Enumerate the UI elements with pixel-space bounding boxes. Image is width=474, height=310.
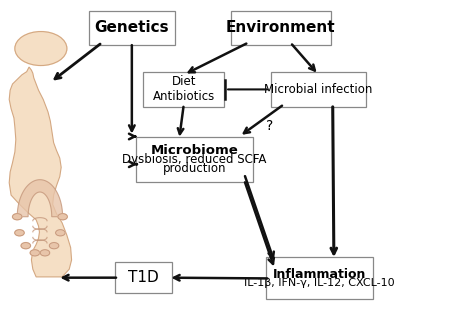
Text: Microbiome: Microbiome: [151, 144, 238, 157]
Text: Dysbiosis, reduced SCFA: Dysbiosis, reduced SCFA: [122, 153, 267, 166]
Text: T1D: T1D: [128, 270, 159, 285]
Text: Inflammation: Inflammation: [273, 268, 366, 281]
FancyBboxPatch shape: [266, 258, 373, 299]
Text: ?: ?: [266, 119, 273, 133]
Text: production: production: [163, 162, 226, 175]
FancyBboxPatch shape: [271, 72, 366, 107]
Circle shape: [15, 230, 24, 236]
FancyBboxPatch shape: [137, 137, 253, 182]
FancyBboxPatch shape: [89, 11, 174, 45]
Text: Environment: Environment: [226, 20, 336, 35]
Circle shape: [55, 230, 65, 236]
FancyBboxPatch shape: [115, 262, 172, 293]
FancyBboxPatch shape: [231, 11, 330, 45]
Polygon shape: [17, 180, 63, 217]
Text: Genetics: Genetics: [94, 20, 169, 35]
Text: IL-1β, IFN-γ, IL-12, CXCL-10: IL-1β, IFN-γ, IL-12, CXCL-10: [245, 278, 395, 288]
Text: Microbial infection: Microbial infection: [264, 83, 373, 96]
Circle shape: [15, 32, 67, 65]
FancyBboxPatch shape: [144, 72, 224, 107]
Text: Diet
Antibiotics: Diet Antibiotics: [153, 75, 215, 104]
Polygon shape: [9, 67, 72, 277]
Circle shape: [12, 214, 22, 220]
Circle shape: [40, 250, 50, 256]
Circle shape: [30, 250, 40, 256]
Circle shape: [58, 214, 67, 220]
Circle shape: [21, 243, 30, 249]
Circle shape: [49, 243, 59, 249]
